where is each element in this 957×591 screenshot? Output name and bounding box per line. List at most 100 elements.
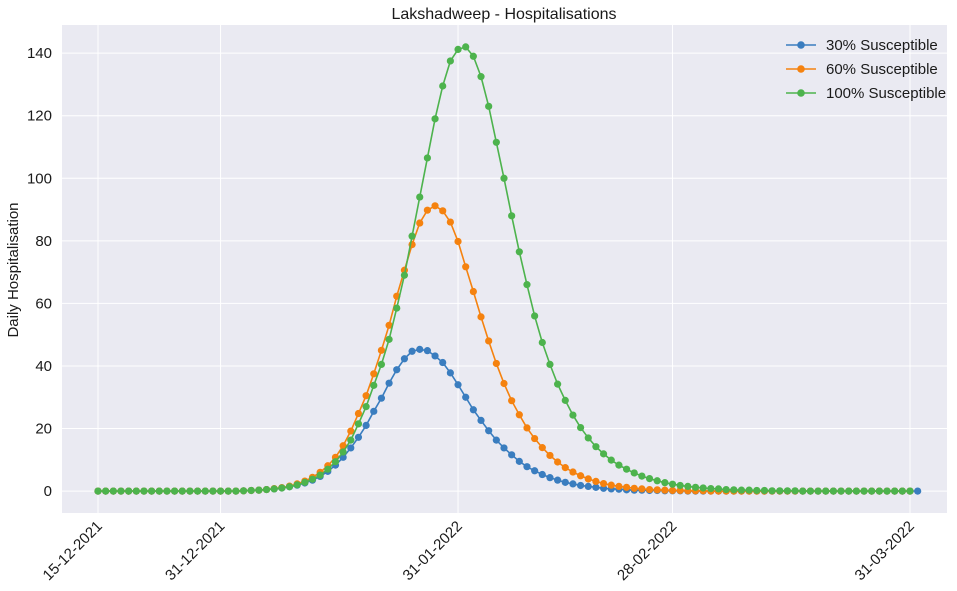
data-point [416, 193, 424, 201]
series-3 [94, 43, 914, 495]
x-tick-label: 28-02-2022 [614, 518, 680, 584]
y-tick-label: 20 [35, 421, 52, 438]
data-point [661, 479, 669, 487]
data-point [538, 444, 546, 452]
data-point [546, 451, 554, 460]
data-point [339, 448, 347, 456]
data-point [193, 487, 202, 495]
data-point [140, 487, 148, 495]
data-point [554, 476, 562, 484]
data-point [508, 397, 516, 405]
data-point [362, 403, 370, 411]
y-tick-label: 120 [27, 108, 52, 125]
data-point [577, 472, 585, 480]
data-point [584, 434, 592, 442]
data-point [278, 484, 286, 492]
data-point [385, 379, 393, 387]
y-tick-label: 40 [35, 358, 52, 375]
data-point [898, 487, 906, 495]
data-point [462, 263, 470, 271]
data-point [730, 486, 738, 494]
data-point [186, 487, 194, 495]
data-point [201, 487, 209, 495]
data-point [531, 312, 539, 320]
chart-title: Lakshadweep - Hospitalisations [391, 6, 616, 23]
data-point [538, 338, 546, 347]
data-point [768, 487, 776, 495]
data-point [592, 483, 600, 491]
data-point [109, 487, 117, 495]
data-point [569, 468, 577, 476]
data-point [477, 313, 485, 321]
data-point [155, 487, 163, 495]
data-point [500, 379, 508, 388]
data-point [485, 427, 493, 435]
data-point [875, 487, 883, 495]
legend-marker [797, 89, 805, 97]
data-point [347, 427, 355, 435]
data-point [569, 480, 577, 488]
data-point [462, 393, 470, 401]
data-point [584, 475, 592, 483]
data-point [400, 271, 409, 279]
data-point [377, 360, 386, 369]
data-point [546, 360, 554, 369]
data-point [753, 486, 761, 495]
data-point [668, 480, 677, 488]
data-point [622, 465, 631, 473]
data-point [653, 477, 661, 485]
data-point [676, 486, 684, 495]
data-point [239, 487, 248, 495]
data-point [906, 487, 914, 495]
data-point [431, 115, 439, 123]
data-point [707, 485, 715, 493]
data-point [515, 457, 523, 465]
data-point [477, 73, 485, 81]
data-point [370, 381, 378, 389]
data-point [592, 477, 600, 486]
data-point [515, 411, 523, 419]
y-tick-label: 60 [35, 295, 52, 312]
data-point [569, 411, 577, 419]
data-point [102, 487, 110, 495]
data-point [676, 481, 684, 490]
data-point [852, 487, 860, 495]
data-point [408, 347, 416, 355]
x-tick-label: 31-03-2022 [852, 518, 918, 584]
data-point [423, 206, 431, 214]
data-point [454, 237, 462, 246]
data-point [262, 485, 271, 494]
data-point [515, 248, 523, 256]
data-point [653, 486, 661, 494]
data-point [469, 52, 477, 60]
legend-marker [797, 41, 805, 49]
data-point [301, 478, 309, 486]
data-point [339, 442, 347, 450]
data-point [523, 281, 531, 289]
data-point [531, 434, 539, 443]
data-point [630, 484, 638, 492]
data-point [783, 487, 792, 495]
data-point [492, 436, 500, 444]
data-point [684, 482, 692, 491]
y-tick-label: 100 [27, 170, 52, 187]
data-point [385, 321, 393, 329]
y-tick-label: 140 [27, 45, 52, 62]
data-point [868, 487, 876, 495]
data-point [538, 470, 546, 479]
data-point [377, 394, 386, 402]
data-point [370, 370, 378, 378]
data-point [745, 486, 753, 494]
data-point [216, 487, 225, 495]
legend: 30% Susceptible 60% Susceptible 100% Susce… [786, 37, 946, 102]
data-point [446, 57, 454, 65]
data-point [554, 458, 562, 466]
data-point [814, 487, 822, 495]
data-point [354, 420, 363, 428]
data-point [607, 456, 615, 464]
data-point [178, 487, 186, 495]
data-point [599, 479, 608, 488]
data-point [492, 359, 500, 368]
data-point [362, 392, 370, 400]
